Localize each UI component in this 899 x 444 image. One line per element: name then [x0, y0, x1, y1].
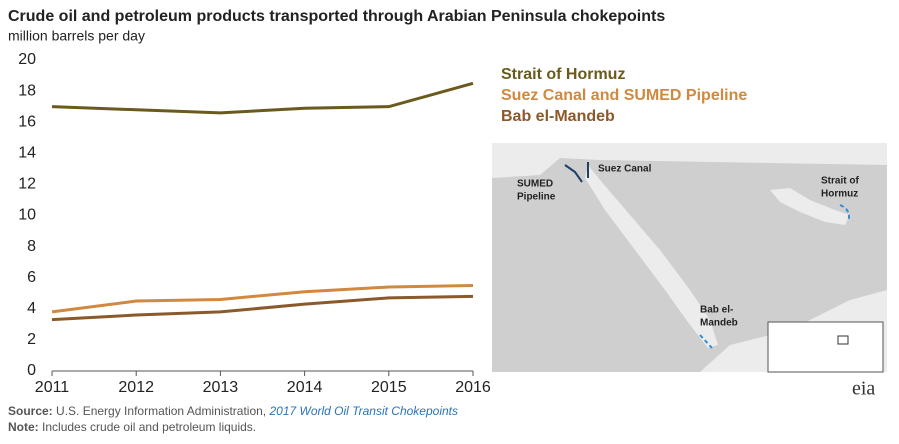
map-label: Hormuz	[821, 189, 858, 200]
source: Source: U.S. Energy Information Administ…	[8, 404, 458, 418]
y-tick-label: 18	[18, 82, 36, 99]
chart-subtitle: million barrels per day	[8, 28, 145, 44]
legend-entry: Strait of Hormuz	[501, 66, 625, 83]
map-red-sea	[585, 165, 718, 348]
y-tick-label: 14	[18, 145, 36, 162]
legend-entry: Bab el-Mandeb	[501, 108, 615, 125]
note-text: Includes crude oil and petroleum liquids…	[42, 420, 256, 434]
series-line	[51, 81, 474, 115]
map-inset	[767, 321, 884, 373]
y-tick-label: 20	[18, 51, 36, 68]
map-hormuz	[839, 204, 850, 223]
map-bab	[699, 334, 713, 349]
chart-title: Crude oil and petroleum products transpo…	[8, 8, 665, 25]
series-line	[51, 283, 474, 314]
map-label: Strait of	[821, 176, 859, 187]
series-line	[51, 294, 474, 322]
legend-entry: Suez Canal and SUMED Pipeline	[501, 87, 747, 104]
map-sea	[492, 143, 887, 178]
map-label: Pipeline	[517, 192, 556, 203]
note: Note: Includes crude oil and petroleum l…	[8, 420, 256, 434]
map-label: SUMED	[517, 179, 553, 190]
x-tick-label: 2013	[203, 379, 239, 396]
y-tick-label: 0	[27, 362, 36, 379]
source-link[interactable]: 2017 World Oil Transit Chokepoints	[268, 404, 458, 418]
map-label: Suez Canal	[598, 164, 652, 175]
x-tick-label: 2015	[371, 379, 407, 396]
logo: eia	[852, 378, 875, 400]
y-tick-label: 12	[18, 176, 36, 193]
x-tick-label: 2014	[287, 379, 323, 396]
map-label: Bab el-	[700, 305, 733, 316]
y-tick-label: 10	[18, 207, 36, 224]
map-inset-box	[837, 335, 849, 345]
source-label: Source:	[8, 404, 53, 418]
y-tick-label: 4	[27, 300, 36, 317]
x-tick-label: 2016	[455, 379, 491, 396]
y-tick-label: 6	[27, 269, 36, 286]
map-gulf	[770, 188, 850, 225]
x-tick-label: 2012	[118, 379, 154, 396]
y-tick-label: 8	[27, 238, 36, 255]
map-label: Mandeb	[700, 318, 738, 329]
y-tick-label: 2	[27, 331, 36, 348]
map-sumed	[564, 164, 583, 183]
map: Suez Canal SUMED Pipeline Strait of Horm…	[492, 143, 887, 373]
y-tick-label: 16	[18, 113, 36, 130]
x-tick-label: 2011	[35, 379, 70, 396]
note-label: Note:	[8, 420, 39, 434]
source-text: U.S. Energy Information Administration,	[56, 404, 266, 418]
